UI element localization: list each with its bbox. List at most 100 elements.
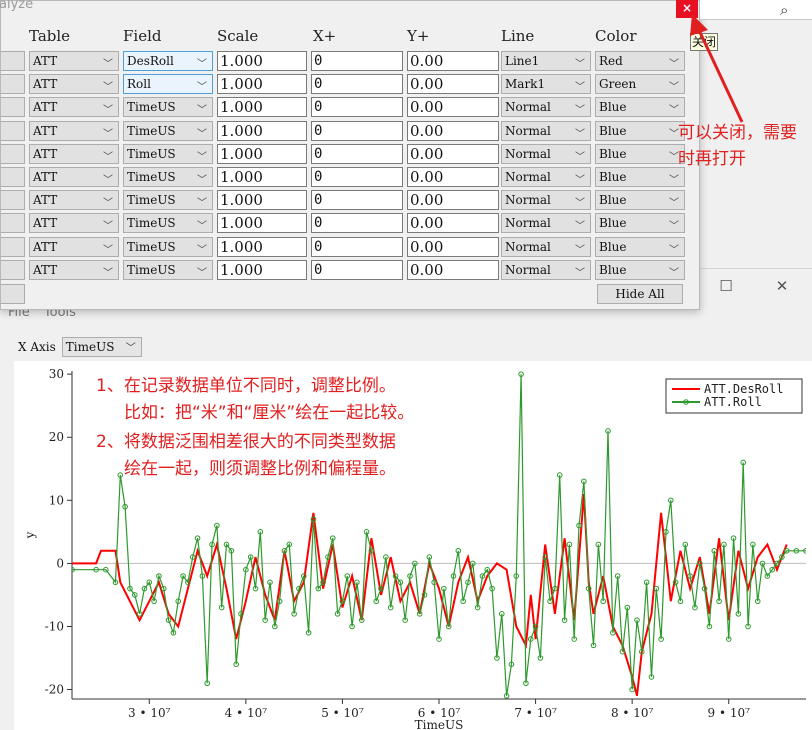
scale-input[interactable]: 1.000: [217, 259, 307, 280]
close-window-icon[interactable]: ✕: [775, 277, 789, 295]
scale-input[interactable]: 1.000: [217, 51, 307, 71]
table-select[interactable]: ATT ﹀: [29, 259, 119, 280]
x-input[interactable]: 0: [311, 51, 403, 71]
x-input[interactable]: 0: [311, 97, 403, 118]
y-input[interactable]: 0.00: [407, 97, 499, 118]
x-axis-select-value: TimeUS: [65, 340, 115, 354]
y-input[interactable]: 0.00: [407, 213, 499, 234]
x-input[interactable]: 0: [311, 167, 403, 187]
field-value: TimeUS: [127, 239, 176, 254]
search-icon[interactable]: ⌕: [780, 1, 789, 19]
field-select[interactable]: Roll ﹀: [123, 74, 213, 95]
search-box[interactable]: [700, 0, 812, 20]
line-select[interactable]: Normal ﹀: [501, 190, 591, 211]
field-select[interactable]: TimeUS ﹀: [123, 167, 213, 187]
field-select[interactable]: TimeUS ﹀: [123, 213, 213, 234]
line-select[interactable]: Normal ﹀: [501, 236, 591, 257]
x-input[interactable]: 0: [311, 236, 403, 257]
table-select[interactable]: ATT ﹀: [29, 97, 119, 118]
color-select[interactable]: Green ﹀: [595, 74, 685, 95]
row-select-button[interactable]: [1, 143, 25, 164]
color-select[interactable]: Blue ﹀: [595, 143, 685, 164]
row-select-button[interactable]: [1, 97, 25, 118]
y-input[interactable]: 0.00: [407, 51, 499, 71]
y-input[interactable]: 0.00: [407, 120, 499, 141]
row-select-button[interactable]: [1, 236, 25, 257]
scale-input[interactable]: 1.000: [217, 97, 307, 118]
series-point: [170, 629, 177, 636]
y-input[interactable]: 0.00: [407, 190, 499, 211]
color-select[interactable]: Blue ﹀: [595, 236, 685, 257]
hide-all-button[interactable]: Hide All: [597, 284, 683, 304]
series-point: [93, 566, 99, 573]
scale-input[interactable]: 1.000: [217, 167, 307, 187]
line-select[interactable]: Mark1 ﹀: [501, 74, 591, 95]
series-point: [639, 648, 645, 655]
scale-input[interactable]: 1.000: [217, 213, 307, 234]
table-select[interactable]: ATT ﹀: [29, 236, 119, 257]
chevron-down-icon: ﹀: [103, 59, 113, 70]
line-select[interactable]: Normal ﹀: [501, 259, 591, 280]
table-select[interactable]: ATT ﹀: [29, 74, 119, 95]
field-select[interactable]: TimeUS ﹀: [123, 190, 213, 211]
table-select[interactable]: ATT ﹀: [29, 213, 119, 234]
scale-input[interactable]: 1.000: [217, 143, 307, 164]
annotation-2-line1: 2、将数据泛围相差很大的不同类型数据: [96, 432, 396, 452]
color-select[interactable]: Blue ﹀: [595, 167, 685, 187]
y-input[interactable]: 0.00: [407, 236, 499, 257]
x-input[interactable]: 0: [311, 190, 403, 211]
field-select[interactable]: TimeUS ﹀: [123, 236, 213, 257]
series-point: [349, 623, 355, 630]
scale-input[interactable]: 1.000: [217, 190, 307, 211]
scale-input[interactable]: 1.000: [217, 120, 307, 141]
color-select[interactable]: Blue ﹀: [595, 190, 685, 211]
field-select[interactable]: TimeUS ﹀: [123, 259, 213, 280]
color-select[interactable]: Blue ﹀: [595, 97, 685, 118]
row-select-button[interactable]: [1, 213, 25, 234]
table-value: ATT: [33, 262, 58, 277]
x-input[interactable]: 0: [311, 143, 403, 164]
line-select[interactable]: Normal ﹀: [501, 143, 591, 164]
y-input[interactable]: 0.00: [407, 259, 499, 280]
line-select[interactable]: Normal ﹀: [501, 97, 591, 118]
field-select[interactable]: DesRoll ﹀: [123, 51, 213, 71]
y-input[interactable]: 0.00: [407, 167, 499, 187]
x-input[interactable]: 0: [311, 74, 403, 95]
scale-input[interactable]: 1.000: [217, 236, 307, 257]
y-input[interactable]: 0.00: [407, 143, 499, 164]
close-button[interactable]: ×: [676, 0, 698, 18]
scale-input[interactable]: 1.000: [217, 74, 307, 95]
color-select[interactable]: Blue ﹀: [595, 259, 685, 280]
table-select[interactable]: ATT ﹀: [29, 120, 119, 141]
line-select[interactable]: Normal ﹀: [501, 167, 591, 187]
color-select[interactable]: Blue ﹀: [595, 120, 685, 141]
x-axis-select[interactable]: TimeUS ﹀: [61, 337, 142, 357]
row-select-button[interactable]: [1, 74, 25, 95]
row-select-button[interactable]: [1, 120, 25, 141]
plot-area[interactable]: -20 -10 0 10 20 30 3 • 10⁷ 4 • 10⁷ 5 • 10⁷ 6 • 10…: [14, 361, 812, 730]
series-point: [180, 573, 186, 579]
line-select[interactable]: Normal ﹀: [501, 213, 591, 234]
x-input[interactable]: 0: [311, 259, 403, 280]
field-select[interactable]: TimeUS ﹀: [123, 120, 213, 141]
table-select[interactable]: ATT ﹀: [29, 167, 119, 187]
table-select[interactable]: ATT ﹀: [29, 143, 119, 164]
series-point: [214, 522, 220, 529]
table-select[interactable]: ATT ﹀: [29, 51, 119, 71]
row-select-button[interactable]: [1, 51, 25, 71]
maximize-icon[interactable]: ☐: [719, 277, 733, 295]
line-select[interactable]: Normal ﹀: [501, 120, 591, 141]
color-select[interactable]: Blue ﹀: [595, 213, 685, 234]
y-input[interactable]: 0.00: [407, 74, 499, 95]
field-select[interactable]: TimeUS ﹀: [123, 143, 213, 164]
row-select-button[interactable]: [1, 284, 25, 304]
row-select-button[interactable]: [1, 259, 25, 280]
x-input[interactable]: 0: [311, 213, 403, 234]
row-select-button[interactable]: [1, 167, 25, 187]
table-select[interactable]: ATT ﹀: [29, 190, 119, 211]
color-select[interactable]: Red ﹀: [595, 51, 685, 71]
x-input[interactable]: 0: [311, 120, 403, 141]
field-select[interactable]: TimeUS ﹀: [123, 97, 213, 118]
line-select[interactable]: Line1 ﹀: [501, 51, 591, 71]
row-select-button[interactable]: [1, 190, 25, 211]
